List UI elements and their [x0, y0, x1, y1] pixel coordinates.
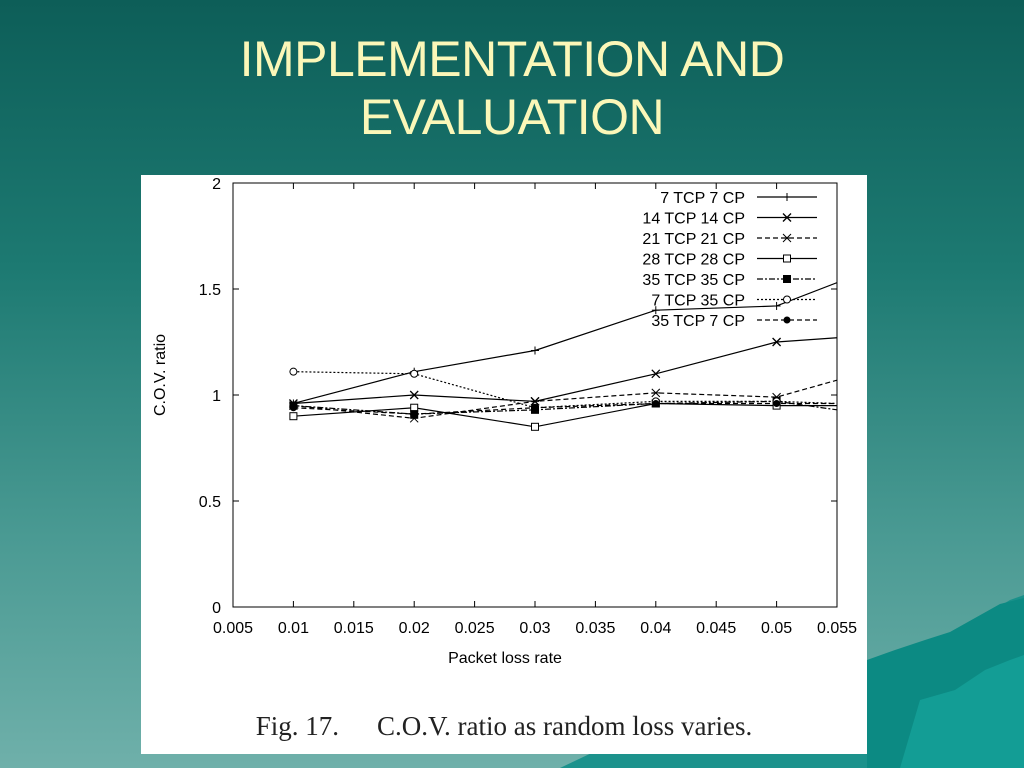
data-point [531, 346, 539, 355]
data-point [651, 306, 660, 315]
series-1 [293, 282, 837, 405]
series-line [293, 282, 837, 405]
marker-shape [783, 254, 791, 263]
x-axis-label: Packet loss rate [448, 650, 562, 667]
x-tick-label: 0.035 [575, 620, 615, 637]
marker-shape [531, 404, 539, 412]
x-tick-label: 0.005 [213, 620, 253, 637]
legend-label: 28 TCP 28 CP [642, 252, 745, 269]
data-point [289, 367, 298, 376]
marker-shape [783, 295, 791, 304]
legend-marker [782, 233, 792, 243]
y-tick-label: 1 [212, 388, 221, 405]
data-point [772, 301, 781, 310]
slide-title: IMPLEMENTATION AND EVALUATION [0, 30, 1024, 146]
marker-shape [783, 316, 791, 324]
data-point [410, 410, 418, 418]
marker-shape [289, 404, 297, 412]
y-tick-label: 1.5 [199, 282, 221, 299]
x-tick-label: 0.04 [640, 620, 671, 637]
data-point [409, 390, 419, 400]
legend-label: 14 TCP 14 CP [642, 211, 745, 228]
legend-label: 7 TCP 7 CP [660, 190, 745, 207]
data-point [289, 404, 297, 412]
x-tick-label: 0.05 [761, 620, 792, 637]
data-point [410, 369, 419, 378]
marker-stroke [651, 369, 661, 379]
marker-stroke [782, 213, 792, 222]
slide-title-line-1: IMPLEMENTATION AND [239, 31, 785, 87]
data-point [531, 422, 539, 431]
y-tick-label: 0 [212, 600, 221, 617]
caption-text: C.O.V. ratio as random loss varies. [377, 711, 753, 741]
series-7 [293, 402, 837, 415]
marker-shape [783, 275, 791, 283]
legend-label: 35 TCP 35 CP [642, 272, 745, 289]
y-axis-label: C.O.V. ratio [152, 334, 169, 416]
data-point [531, 404, 539, 412]
figure-panel: 0.005 0.01 0.015 0.02 0.025 0.03 0.035 0.04 0.04… [141, 175, 867, 754]
y-tick-label: 2 [212, 176, 221, 193]
x-tick-label: 0.015 [334, 620, 374, 637]
figure-caption: Fig. 17. C.O.V. ratio as random loss vari… [141, 711, 867, 742]
marker-shape [289, 412, 298, 421]
marker-stroke [409, 390, 419, 400]
legend-marker [783, 275, 791, 283]
data-point [773, 399, 781, 407]
legend-label: 7 TCP 35 CP [651, 293, 745, 310]
legend-marker [783, 316, 791, 324]
x-tick-label: 0.01 [278, 620, 309, 637]
legend-marker [783, 254, 791, 263]
data-point [652, 399, 660, 407]
marker-shape [289, 367, 298, 376]
legend-label: 35 TCP 7 CP [651, 313, 745, 330]
marker-shape [410, 410, 418, 418]
marker-shape [773, 399, 781, 407]
legend-marker [783, 193, 791, 201]
series-line [293, 337, 837, 405]
series-line [293, 402, 837, 415]
data-point [651, 388, 661, 398]
data-point [530, 397, 540, 406]
data-point [651, 369, 661, 379]
x-tick-label: 0.02 [399, 620, 430, 637]
slide-title-line-2: EVALUATION [359, 89, 665, 145]
y-tick-label: 0.5 [199, 494, 221, 511]
caption-number: Fig. 17. [255, 711, 340, 741]
data-point [772, 337, 782, 347]
series-3 [293, 379, 837, 419]
series-line [293, 402, 837, 428]
x-tick-label: 0.055 [817, 620, 857, 637]
cov-ratio-chart: 0.005 0.01 0.015 0.02 0.025 0.03 0.035 0.04 0.04… [152, 176, 857, 667]
series-4 [293, 402, 837, 428]
legend-label: 21 TCP 21 CP [642, 231, 745, 248]
legend-marker [782, 213, 792, 222]
x-tick-label: 0.045 [696, 620, 736, 637]
legend-marker [783, 295, 791, 304]
series-line [293, 371, 837, 409]
marker-stroke [772, 337, 782, 347]
marker-shape [531, 422, 539, 431]
data-point [289, 412, 298, 421]
series-line [293, 379, 837, 419]
marker-shape [410, 369, 419, 378]
marker-shape [652, 399, 660, 407]
x-tick-label: 0.03 [519, 620, 550, 637]
series-6 [293, 371, 837, 409]
x-tick-label: 0.025 [455, 620, 495, 637]
series-2 [293, 337, 837, 405]
